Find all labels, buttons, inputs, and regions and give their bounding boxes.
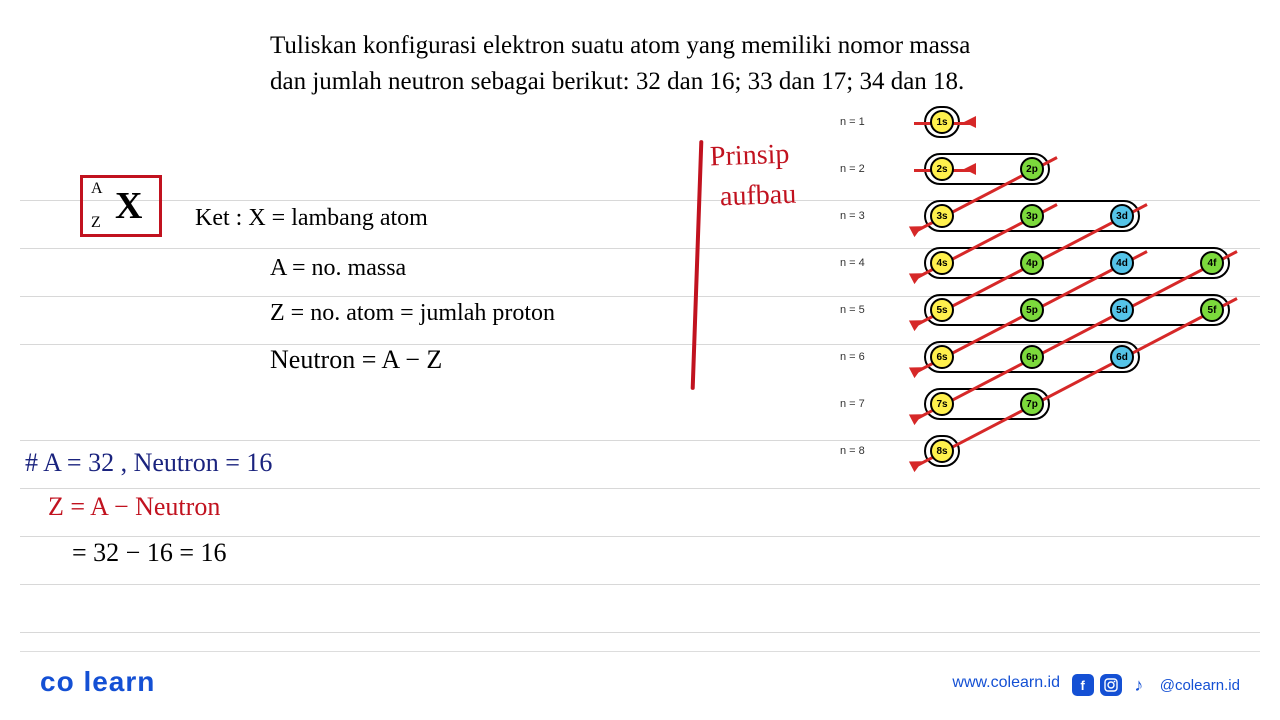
principle-label-2: aufbau <box>719 179 796 214</box>
instagram-icon[interactable] <box>1100 674 1122 696</box>
orbital-7s: 7s <box>930 392 954 416</box>
case1-given: # A = 32 , Neutron = 16 <box>25 448 272 478</box>
orbital-7p: 7p <box>1020 392 1044 416</box>
legend-line-1: Ket : X = lambang atom <box>195 205 428 232</box>
principle-label-1: Prinsip <box>709 139 789 174</box>
question-text: Tuliskan konfigurasi elektron suatu atom… <box>270 28 990 101</box>
orbital-3p: 3p <box>1020 204 1044 228</box>
facebook-icon[interactable]: f <box>1072 674 1094 696</box>
orbital-6d: 6d <box>1110 345 1134 369</box>
orbital-5f: 5f <box>1200 298 1224 322</box>
footer-divider <box>20 651 1260 652</box>
orbital-track <box>924 247 1230 279</box>
legend-line-2: A = no. massa <box>270 255 406 282</box>
n-level-label: n = 5 <box>840 304 865 316</box>
aufbau-arrowhead <box>964 163 976 175</box>
orbital-track <box>924 294 1230 326</box>
n-level-label: n = 7 <box>840 398 865 410</box>
orbital-2s: 2s <box>930 157 954 181</box>
orbital-3s: 3s <box>930 204 954 228</box>
atom-notation-box: A Z X <box>80 175 162 237</box>
case1-result: = 32 − 16 = 16 <box>72 538 227 568</box>
social-handle: @colearn.id <box>1160 677 1240 694</box>
n-level-label: n = 3 <box>840 210 865 222</box>
n-level-label: n = 2 <box>840 163 865 175</box>
orbital-4s: 4s <box>930 251 954 275</box>
aufbau-arrowhead <box>909 409 925 425</box>
tiktok-icon[interactable]: ♪ <box>1128 674 1150 696</box>
aufbau-arrowhead <box>909 221 925 237</box>
mass-number-label: A <box>91 180 103 198</box>
atomic-number-label: Z <box>91 214 101 232</box>
orbital-8s: 8s <box>930 439 954 463</box>
orbital-4f: 4f <box>1200 251 1224 275</box>
orbital-3d: 3d <box>1110 204 1134 228</box>
orbital-5s: 5s <box>930 298 954 322</box>
aufbau-arrowhead <box>909 456 925 472</box>
n-level-label: n = 6 <box>840 351 865 363</box>
orbital-5d: 5d <box>1110 298 1134 322</box>
orbital-4d: 4d <box>1110 251 1134 275</box>
n-level-label: n = 4 <box>840 257 865 269</box>
n-level-label: n = 1 <box>840 116 865 128</box>
n-level-label: n = 8 <box>840 445 865 457</box>
legend-line-3: Z = no. atom = jumlah proton <box>270 300 555 327</box>
aufbau-arrowhead <box>964 116 976 128</box>
footer-url[interactable]: www.colearn.id <box>952 674 1060 692</box>
social-links: f ♪ @colearn.id <box>1072 674 1240 696</box>
orbital-5p: 5p <box>1020 298 1044 322</box>
brand-logo: co learn <box>40 666 155 698</box>
orbital-4p: 4p <box>1020 251 1044 275</box>
orbital-6s: 6s <box>930 345 954 369</box>
orbital-6p: 6p <box>1020 345 1044 369</box>
orbital-1s: 1s <box>930 110 954 134</box>
legend-line-4: Neutron = A − Z <box>270 345 442 375</box>
aufbau-diagram: n = 1 n = 2 n = 3 n = 4 n = 5 n = 6 n = 7 n = 8… <box>830 100 1260 490</box>
element-symbol: X <box>115 184 142 228</box>
aufbau-arrowhead <box>909 268 925 284</box>
aufbau-arrowhead <box>909 315 925 331</box>
aufbau-arrowhead <box>909 362 925 378</box>
case1-equation: Z = A − Neutron <box>48 492 220 522</box>
orbital-2p: 2p <box>1020 157 1044 181</box>
